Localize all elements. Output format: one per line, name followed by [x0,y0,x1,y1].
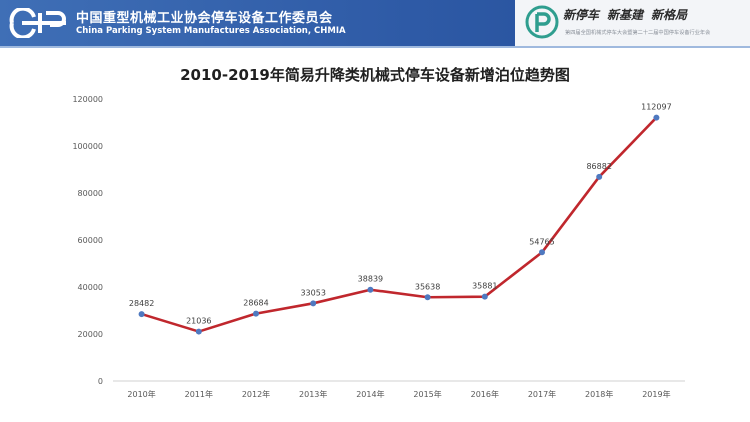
slogan-3: 新格局 [651,8,688,22]
data-point [195,328,202,335]
y-tick-label: 20000 [78,330,103,339]
data-label: 54765 [529,237,554,246]
y-tick-label: 40000 [78,283,103,292]
data-label: 35638 [415,282,440,291]
data-label: 38839 [358,275,383,284]
data-label: 28684 [243,299,268,308]
chart-title: 2010-2019年简易升降类机械式停车设备新增泊位趋势图 [180,66,570,84]
data-label: 21036 [186,317,211,326]
association-name-en: China Parking System Manufactures Associ… [76,26,346,36]
y-tick-label: 80000 [78,189,103,198]
parking-p-logo-icon [525,5,559,39]
event-panel [515,0,750,46]
x-tick-label: 2012年 [242,389,270,399]
data-point [596,173,603,180]
association-name-cn: 中国重型机械工业协会停车设备工作委员会 [76,11,333,26]
data-label: 33053 [300,288,325,297]
x-tick-label: 2015年 [413,389,441,399]
x-tick-label: 2017年 [528,389,556,399]
data-point [310,300,317,307]
x-tick-label: 2014年 [356,389,384,399]
data-label: 86882 [586,162,611,171]
data-point [481,293,488,300]
association-logo-icon [9,8,66,38]
banner-divider [0,46,750,48]
data-label: 35881 [472,282,497,291]
y-tick-label: 100000 [72,142,103,151]
event-subtitle: 第四届全国机械式停车大会暨第二十二届中国停车设备行业年会 [565,30,711,36]
x-tick-label: 2018年 [585,389,613,399]
y-tick-label: 60000 [78,236,103,245]
y-tick-label: 120000 [72,95,103,104]
x-tick-label: 2011年 [185,389,213,399]
data-point [539,249,545,256]
data-label: 112097 [641,103,672,112]
data-label: 28482 [129,299,154,308]
x-tick-label: 2019年 [642,389,670,399]
data-point [253,310,259,317]
data-point [424,294,431,301]
series-line [141,116,658,333]
data-point [653,114,660,121]
slogan-1: 新停车 [563,8,600,22]
y-tick-label: 0 [98,377,103,386]
data-point [138,311,145,318]
data-point [367,286,374,293]
x-tick-label: 2010年 [127,389,155,399]
x-tick-label: 2016年 [471,389,499,399]
slogan-group: 新停车 新基建 新格局 [563,6,687,23]
x-tick-label: 2013年 [299,389,327,399]
slogan-2: 新基建 [607,8,644,22]
